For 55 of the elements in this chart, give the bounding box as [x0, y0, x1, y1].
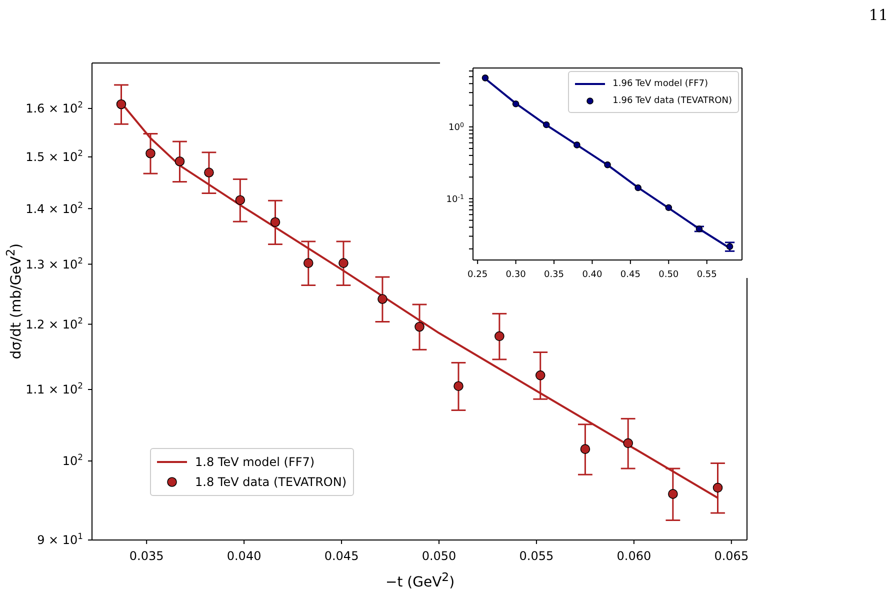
legend-label: 1.96 TeV model (FF7) — [612, 78, 708, 88]
point — [378, 294, 388, 304]
point — [668, 489, 678, 499]
x-tick-label: 0.30 — [506, 270, 526, 280]
point — [696, 225, 703, 232]
x-tick-label: 0.40 — [582, 270, 603, 280]
y-tick-label: 10$^{-1}$ — [446, 193, 464, 205]
point — [634, 184, 642, 192]
point — [204, 168, 214, 178]
point — [542, 121, 550, 128]
point — [535, 370, 546, 380]
x-tick-label: 0.25 — [468, 270, 488, 280]
y-tick-label: 10$^{2}$ — [62, 452, 83, 468]
x-tick-label: 0.060 — [616, 549, 652, 563]
point — [482, 74, 489, 82]
point — [574, 142, 580, 148]
point — [174, 156, 185, 166]
y-tick-label: 1.5 × 10$^{2}$ — [26, 148, 83, 164]
x-tick-label: 0.35 — [544, 270, 564, 280]
y-tick-label: 1.3 × 10$^{2}$ — [26, 255, 83, 272]
point — [604, 161, 611, 168]
point — [454, 381, 464, 391]
point — [235, 195, 246, 205]
point — [338, 258, 348, 268]
legend-label: 1.8 TeV data (TEVATRON) — [195, 475, 347, 489]
point — [146, 148, 156, 158]
point — [665, 204, 672, 212]
y-tick-label: 1.1 × 10$^{2}$ — [26, 380, 83, 397]
point — [270, 217, 280, 228]
x-axis-title: −t (GeV$^{2}$) — [384, 570, 456, 591]
y-tick-label: 10$^{0}$ — [448, 122, 464, 134]
point — [116, 99, 126, 110]
x-tick-label: 0.045 — [324, 549, 359, 563]
x-tick-label: 0.45 — [620, 270, 640, 280]
point — [414, 322, 424, 332]
x-tick-label: 0.055 — [519, 549, 554, 563]
x-tick-label: 0.55 — [696, 270, 717, 280]
x-tick-label: 0.040 — [226, 549, 262, 563]
point — [512, 100, 520, 108]
point — [303, 258, 314, 268]
y-tick-label: 9 × 10$^{1}$ — [37, 531, 83, 548]
point — [623, 438, 633, 448]
legend-label: 1.8 TeV model (FF7) — [195, 455, 315, 469]
y-tick-label: 1.4 × 10$^{2}$ — [26, 200, 83, 216]
y-tick-label: 1.6 × 10$^{2}$ — [26, 100, 83, 116]
point — [580, 444, 590, 454]
point — [712, 482, 723, 493]
x-tick-label: 0.50 — [658, 270, 679, 280]
text: 11 — [868, 6, 888, 24]
x-tick-label: 0.050 — [422, 549, 456, 563]
legend-label: 1.96 TeV data (TEVATRON) — [612, 96, 732, 106]
y-tick-label: 1.2 × 10$^{2}$ — [26, 315, 83, 332]
point — [494, 331, 504, 342]
x-tick-label: 0.065 — [714, 549, 749, 563]
x-tick-label: 0.035 — [129, 549, 164, 563]
